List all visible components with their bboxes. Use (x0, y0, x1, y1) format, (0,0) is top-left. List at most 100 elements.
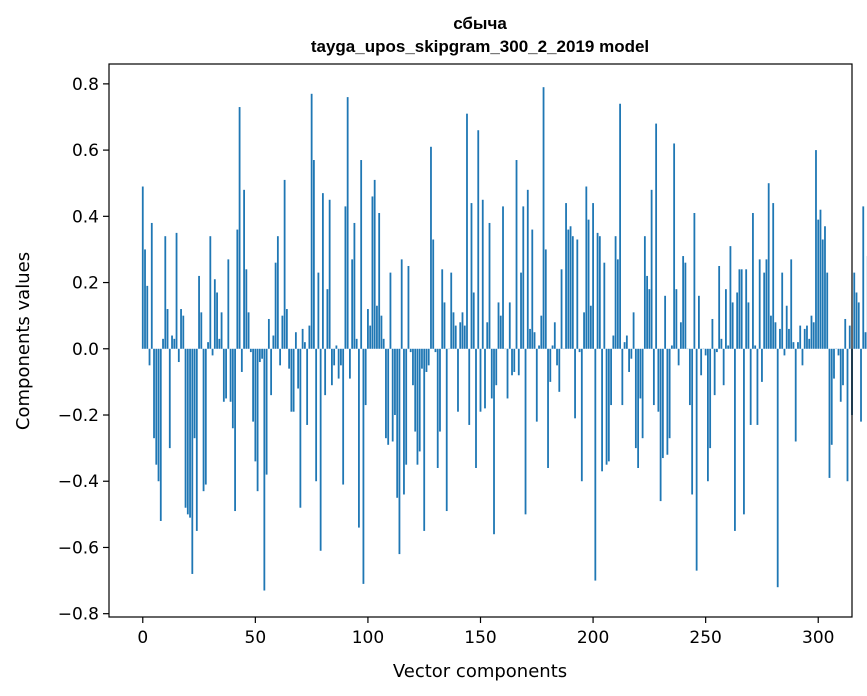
bar (657, 348, 660, 412)
bar (475, 348, 477, 468)
bar (290, 348, 293, 412)
bar (641, 348, 644, 439)
bar (459, 322, 462, 349)
bar (607, 348, 610, 462)
bar (846, 348, 849, 482)
bar (337, 348, 340, 379)
bar (481, 199, 484, 349)
bar (761, 348, 763, 382)
bar (844, 318, 847, 349)
bar (400, 259, 403, 349)
bar (691, 348, 694, 495)
bar (698, 295, 700, 349)
bar (362, 348, 365, 584)
bar (531, 229, 534, 349)
bar (511, 348, 513, 376)
bar (207, 342, 209, 349)
bar (497, 302, 500, 349)
bar (294, 332, 297, 349)
bar (596, 232, 599, 349)
bar (632, 312, 635, 349)
bar (598, 236, 601, 349)
bar (716, 348, 718, 353)
bar (391, 348, 394, 442)
bar (457, 348, 459, 412)
bar (666, 348, 669, 455)
bar (321, 193, 324, 349)
bar (578, 348, 581, 353)
bar (281, 315, 284, 349)
bar (558, 348, 561, 392)
bar (425, 348, 428, 372)
bar (288, 348, 291, 369)
bar (432, 239, 435, 349)
bar (430, 146, 432, 349)
bar (794, 348, 797, 442)
bar (222, 348, 225, 402)
bar-series (141, 87, 867, 591)
x-tick-label: 200 (577, 628, 609, 648)
bar (144, 249, 146, 349)
bar (418, 348, 421, 452)
bar (180, 309, 182, 349)
bar (225, 348, 227, 399)
bar (344, 206, 347, 349)
bar (749, 348, 752, 425)
bar (211, 348, 214, 356)
bar (274, 262, 277, 349)
bar (812, 322, 815, 349)
bar (146, 285, 149, 349)
bar (864, 332, 867, 349)
bar (272, 335, 275, 349)
bar (623, 342, 626, 349)
bar (679, 322, 682, 349)
bar (551, 345, 554, 349)
bar (263, 348, 266, 591)
bar (409, 348, 412, 353)
bar (585, 186, 588, 349)
bar (324, 348, 327, 396)
bar (587, 219, 590, 349)
bar (355, 338, 358, 349)
bar (637, 348, 640, 468)
bar (367, 309, 369, 349)
bar (326, 289, 329, 349)
bar (767, 183, 770, 349)
bar (261, 348, 263, 359)
bar (414, 348, 417, 432)
bar (634, 348, 637, 449)
bar (688, 348, 691, 406)
bar (553, 322, 556, 349)
bar (594, 348, 597, 581)
bar (394, 348, 396, 416)
bar (720, 338, 723, 349)
bar (189, 348, 191, 518)
bar (711, 318, 714, 349)
y-axis-label: Components values (13, 252, 34, 430)
bar (468, 348, 471, 425)
bar (670, 345, 673, 349)
bar (808, 338, 811, 349)
bar (382, 338, 385, 349)
bar (754, 345, 757, 349)
bar (249, 348, 252, 353)
bar (285, 309, 288, 349)
chart-title-line-1: сбыча (453, 14, 507, 33)
bar (157, 348, 160, 482)
bar (722, 348, 725, 386)
bar (369, 325, 372, 349)
bar (693, 213, 696, 349)
bar (826, 272, 829, 349)
x-tick-label: 150 (464, 628, 496, 648)
bar (155, 348, 158, 465)
bar (349, 348, 351, 379)
bar (141, 186, 144, 349)
bar (378, 213, 381, 349)
bar (648, 289, 651, 349)
bar (535, 348, 538, 422)
plot-frame (108, 63, 853, 618)
bar (833, 348, 835, 379)
bar (171, 335, 173, 349)
bar (175, 232, 178, 349)
bar (312, 160, 315, 349)
